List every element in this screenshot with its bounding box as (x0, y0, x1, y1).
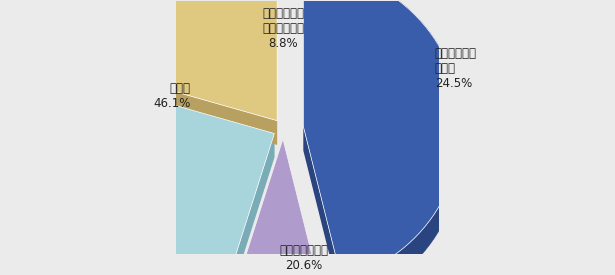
Polygon shape (235, 139, 321, 275)
Polygon shape (117, 90, 274, 275)
Polygon shape (283, 139, 321, 275)
Polygon shape (235, 139, 283, 275)
Polygon shape (125, 0, 277, 102)
Polygon shape (125, 78, 277, 145)
Polygon shape (117, 90, 226, 275)
Polygon shape (122, 90, 274, 158)
Text: スポーツ少年団
20.6%: スポーツ少年団 20.6% (279, 244, 328, 272)
Polygon shape (125, 0, 277, 121)
Text: 学校体育施設
開放運営組織
8.8%: 学校体育施設 開放運営組織 8.8% (262, 7, 304, 50)
Text: その他
46.1%: その他 46.1% (153, 82, 190, 110)
Polygon shape (226, 134, 274, 275)
Text: 体育指導委員
協議会
24.5%: 体育指導委員 協議会 24.5% (435, 46, 477, 90)
Polygon shape (303, 126, 341, 275)
Polygon shape (303, 0, 461, 275)
Polygon shape (303, 0, 461, 275)
